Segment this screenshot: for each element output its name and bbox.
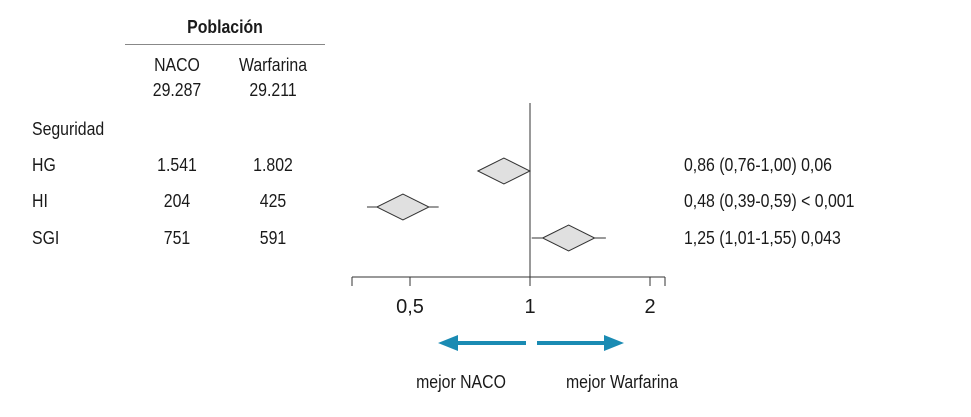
arrow-left-head: [438, 335, 458, 351]
row-sgi-result: 1,25 (1,01-1,55) 0,043: [684, 228, 841, 248]
estimate-diamond-hi: [375, 193, 431, 221]
x-tick-label-2: 2: [644, 296, 655, 318]
row-label-hi: HI: [32, 191, 48, 211]
row-sgi-warfarina: 591: [259, 228, 287, 248]
population-header: Población: [187, 17, 263, 37]
row-hg-warfarina: 1.802: [253, 155, 293, 175]
row-sgi-naco: 751: [163, 228, 191, 248]
header-divider: [125, 44, 325, 45]
row-hg-result: 0,86 (0,76-1,00) 0,06: [684, 155, 832, 175]
label-mejor-naco: mejor NACO: [416, 372, 506, 392]
arrow-right-head: [604, 335, 624, 351]
estimate-diamond-hg: [476, 157, 532, 185]
row-label-hg: HG: [32, 155, 56, 175]
estimate-diamond-sgi: [541, 224, 596, 252]
section-label-seguridad: Seguridad: [32, 119, 105, 139]
row-hi-warfarina: 425: [259, 191, 287, 211]
row-hg-naco: 1.541: [157, 155, 197, 175]
label-mejor-warfarina: mejor Warfarina: [565, 372, 679, 392]
x-tick-label-1: 1: [524, 296, 535, 318]
col-naco-header: NACO: [154, 55, 200, 75]
col-warfarina-n: 29.211: [249, 80, 297, 100]
row-label-sgi: SGI: [32, 228, 60, 248]
x-tick-label-0: 0,5: [396, 296, 424, 318]
col-warfarina-header: Warfarina: [238, 55, 308, 75]
row-hi-naco: 204: [163, 191, 191, 211]
row-hi-result: 0,48 (0,39-0,59) < 0,001: [684, 191, 855, 211]
col-naco-n: 29.287: [152, 80, 202, 100]
